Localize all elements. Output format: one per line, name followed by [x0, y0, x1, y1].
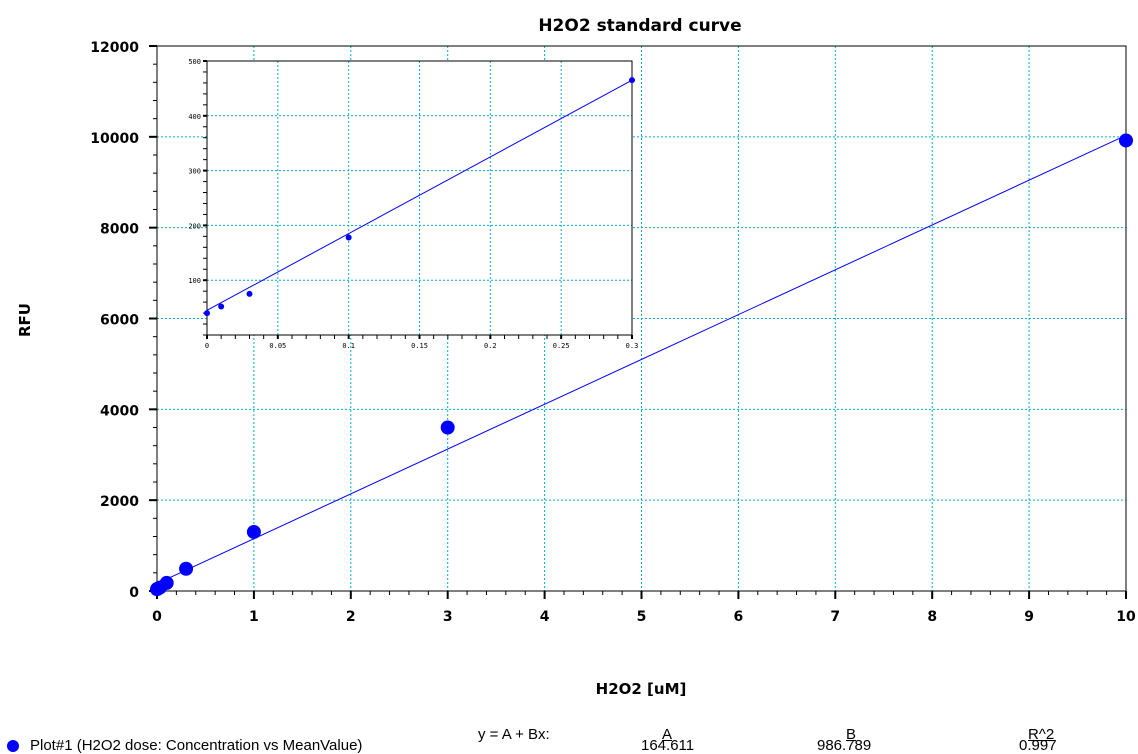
- y-tick-label: 8000: [100, 222, 139, 238]
- inset-y-tick-label: 500: [188, 58, 201, 66]
- inset-y-tick-label: 300: [188, 168, 201, 176]
- legend-marker: [7, 740, 19, 752]
- legend-value-r2: 0.997: [1019, 737, 1057, 754]
- legend-value-b: 986.789: [817, 737, 872, 754]
- inset-data-point: [345, 234, 352, 241]
- chart-title: H2O2 standard curve: [538, 16, 741, 36]
- data-point: [1119, 133, 1133, 148]
- inset-plot: 0 0.05 0.1 0.15 0.2 0.25 0.3 100 200 300 400 500: [188, 58, 638, 350]
- x-tick-label: 1: [249, 609, 259, 625]
- y-tick-label: 2000: [100, 494, 139, 510]
- data-point: [440, 420, 455, 435]
- chart: H2O2 standard curve RFU H2O2 [uM] 0 1 2 3 4 5…: [16, 16, 1136, 698]
- inset-data-point: [246, 290, 253, 297]
- data-point: [159, 575, 174, 590]
- inset-x-tick-label: 0: [205, 342, 209, 350]
- x-tick-label: 7: [830, 609, 840, 625]
- y-tick-label: 6000: [100, 313, 139, 329]
- inset-y-tick-label: 400: [188, 113, 201, 121]
- x-tick-label: 0: [152, 609, 162, 625]
- x-tick-label: 2: [346, 609, 356, 625]
- inset-x-tick-label: 0.1: [342, 342, 355, 350]
- legend-equation: y = A + Bx:: [478, 726, 550, 743]
- x-tick-label: 8: [927, 609, 937, 625]
- y-tick-label: 0: [129, 585, 139, 601]
- data-point: [246, 524, 261, 539]
- legend-value-a: 164.611: [641, 737, 695, 754]
- legend-series-label: Plot#1 (H2O2 dose: Concentration vs Mean…: [30, 737, 363, 754]
- y-tick-label: 4000: [100, 403, 139, 419]
- inset-x-tick-label: 0.15: [411, 342, 428, 350]
- y-tick-label: 12000: [90, 40, 139, 56]
- data-point: [179, 561, 194, 576]
- x-tick-label: 5: [637, 609, 647, 625]
- legend-header-r2: R^2: [1028, 726, 1055, 743]
- inset-x-tick-label: 0.25: [553, 342, 570, 350]
- inset-data-point: [629, 77, 635, 84]
- inset-y-tick-label: 200: [188, 222, 201, 230]
- inset-fit-line: [206, 79, 633, 311]
- legend-header-a: A: [662, 726, 673, 743]
- inset-data-point: [204, 310, 210, 317]
- inset-x-tick-label: 0.05: [269, 342, 286, 350]
- inset-data-point: [218, 303, 225, 310]
- x-axis-label: H2O2 [uM]: [596, 680, 687, 698]
- legend-header-b: B: [846, 726, 857, 743]
- x-tick-label: 9: [1024, 609, 1034, 625]
- fit-line: [156, 134, 1127, 584]
- y-tick-label: 10000: [90, 131, 139, 147]
- inset-x-tick-label: 0.3: [626, 342, 639, 350]
- x-tick-label: 3: [443, 609, 453, 625]
- legend-row: Plot#1 (H2O2 dose: Concentration vs Mean…: [0, 737, 1138, 754]
- x-tick-label: 10: [1116, 609, 1136, 625]
- x-tick-label: 4: [540, 609, 550, 625]
- inset-x-tick-label: 0.2: [484, 342, 497, 350]
- x-tick-label: 6: [734, 609, 744, 625]
- legend: y = A + Bx: A B R^2: [0, 722, 1138, 750]
- inset-y-tick-label: 100: [188, 277, 201, 285]
- y-axis-label: RFU: [16, 303, 34, 337]
